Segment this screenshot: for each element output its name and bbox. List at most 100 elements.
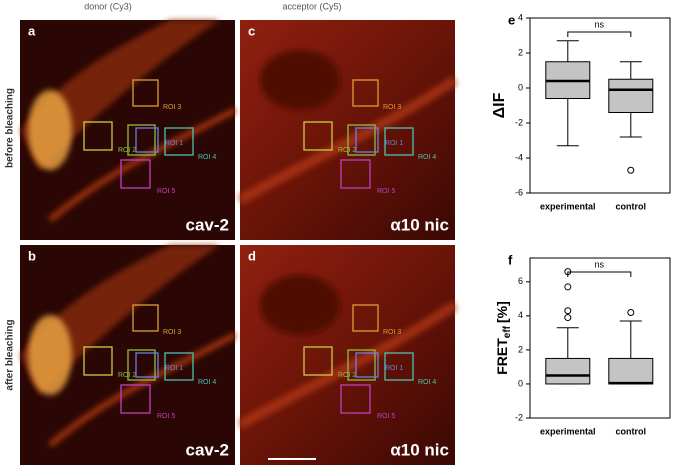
column-header: donor (Cy3) xyxy=(84,1,132,11)
roi-box xyxy=(135,127,159,153)
y-axis-label-sub: eff xyxy=(502,325,513,338)
y-axis-label: FRETeff [%] xyxy=(494,301,513,375)
y-tick-label: -6 xyxy=(515,187,523,197)
roi-label: ROI 2 xyxy=(338,147,356,154)
roi-box xyxy=(127,124,156,156)
marker-label: cav-2 xyxy=(186,440,229,459)
cell-signal xyxy=(28,315,72,395)
roi-label: ROI 4 xyxy=(418,379,436,386)
significance-label: ns xyxy=(595,19,605,29)
panel-letter: c xyxy=(248,23,255,38)
column-header: acceptor (Cy5) xyxy=(282,1,341,11)
y-tick-label: 4 xyxy=(518,310,523,320)
outlier xyxy=(564,283,572,291)
cell-signal xyxy=(237,75,458,205)
roi-label: ROI 3 xyxy=(163,104,181,111)
y-axis-label: ΔIF xyxy=(491,92,508,118)
roi-label: ROI 2 xyxy=(338,372,356,379)
row-label: after bleaching xyxy=(5,319,16,390)
roi-label: ROI 2 xyxy=(118,147,136,154)
roi-box xyxy=(340,159,371,189)
y-tick-label: 0 xyxy=(518,378,523,388)
roi-label: ROI 1 xyxy=(165,140,183,147)
outlier xyxy=(564,307,572,315)
panel-letter: d xyxy=(248,248,256,263)
box xyxy=(608,78,654,113)
cell-signal xyxy=(28,90,72,170)
panel-letter: f xyxy=(508,252,513,267)
roi-box xyxy=(352,304,379,332)
x-tick-label: control xyxy=(616,201,647,211)
outlier xyxy=(627,308,635,316)
roi-label: ROI 5 xyxy=(377,413,395,420)
roi-label: ROI 3 xyxy=(163,329,181,336)
roi-label: ROI 4 xyxy=(198,379,216,386)
roi-box xyxy=(120,384,151,414)
y-tick-label: 0 xyxy=(518,82,523,92)
roi-box xyxy=(132,79,159,107)
cell-signal xyxy=(237,300,458,430)
roi-box xyxy=(83,121,113,151)
roi-label: ROI 4 xyxy=(198,154,216,161)
roi-box xyxy=(384,127,414,156)
panel-letter: a xyxy=(28,23,36,38)
box xyxy=(545,357,591,385)
roi-box xyxy=(384,352,414,381)
outlier xyxy=(564,314,572,322)
significance-bracket xyxy=(567,31,632,37)
marker-label: α10 nic xyxy=(390,440,449,459)
outlier xyxy=(627,166,635,174)
marker-label: α10 nic xyxy=(390,215,449,234)
roi-box xyxy=(164,352,194,381)
roi-label: ROI 3 xyxy=(383,329,401,336)
significance-label: ns xyxy=(595,259,605,269)
roi-label: ROI 5 xyxy=(157,413,175,420)
roi-box xyxy=(132,304,159,332)
y-axis-label-suffix: [%] xyxy=(494,301,510,323)
x-tick-label: experimental xyxy=(540,426,596,436)
roi-label: ROI 1 xyxy=(165,365,183,372)
roi-box xyxy=(83,346,113,376)
plot-frame xyxy=(529,257,671,419)
y-tick-label: 4 xyxy=(518,12,523,22)
roi-box xyxy=(303,121,333,151)
roi-box xyxy=(355,352,379,378)
y-tick-label: 6 xyxy=(518,276,523,286)
roi-label: ROI 2 xyxy=(118,372,136,379)
x-tick-label: control xyxy=(616,426,647,436)
roi-box xyxy=(164,127,194,156)
roi-label: ROI 1 xyxy=(385,365,403,372)
cell-signal xyxy=(48,107,237,223)
roi-label: ROI 3 xyxy=(383,104,401,111)
roi-box xyxy=(347,349,376,381)
y-tick-label: -2 xyxy=(515,117,523,127)
box xyxy=(608,357,654,385)
y-tick-label: 2 xyxy=(518,47,523,57)
plot-frame xyxy=(529,17,671,194)
roi-box xyxy=(303,346,333,376)
row-label: before bleaching xyxy=(5,88,16,168)
roi-box xyxy=(352,79,379,107)
roi-label: ROI 1 xyxy=(385,140,403,147)
micrograph: ROI 3 ROI 2 ROI 1 ROI 4 ROI 5 d α10 nic xyxy=(237,245,458,465)
roi-box xyxy=(355,127,379,153)
y-tick-label: 2 xyxy=(518,344,523,354)
roi-box xyxy=(127,349,156,381)
panel-letter: e xyxy=(508,12,515,27)
panel-letter: b xyxy=(28,248,36,263)
x-tick-label: experimental xyxy=(540,201,596,211)
cell-signal xyxy=(260,50,340,110)
roi-label: ROI 4 xyxy=(418,154,436,161)
roi-box xyxy=(135,352,159,378)
cell-signal xyxy=(48,332,237,448)
y-axis-label-main: FRET xyxy=(494,338,510,375)
roi-label: ROI 5 xyxy=(157,188,175,195)
roi-box xyxy=(340,384,371,414)
micrograph: ROI 3 ROI 2 ROI 1 ROI 4 ROI 5 a cav-2 xyxy=(20,20,237,240)
micrograph: ROI 3 ROI 2 ROI 1 ROI 4 ROI 5 c α10 nic xyxy=(237,20,458,240)
roi-box xyxy=(347,124,376,156)
significance-bracket xyxy=(567,271,632,277)
y-tick-label: -4 xyxy=(515,152,523,162)
micrograph: ROI 3 ROI 2 ROI 1 ROI 4 ROI 5 b cav-2 xyxy=(20,245,237,465)
